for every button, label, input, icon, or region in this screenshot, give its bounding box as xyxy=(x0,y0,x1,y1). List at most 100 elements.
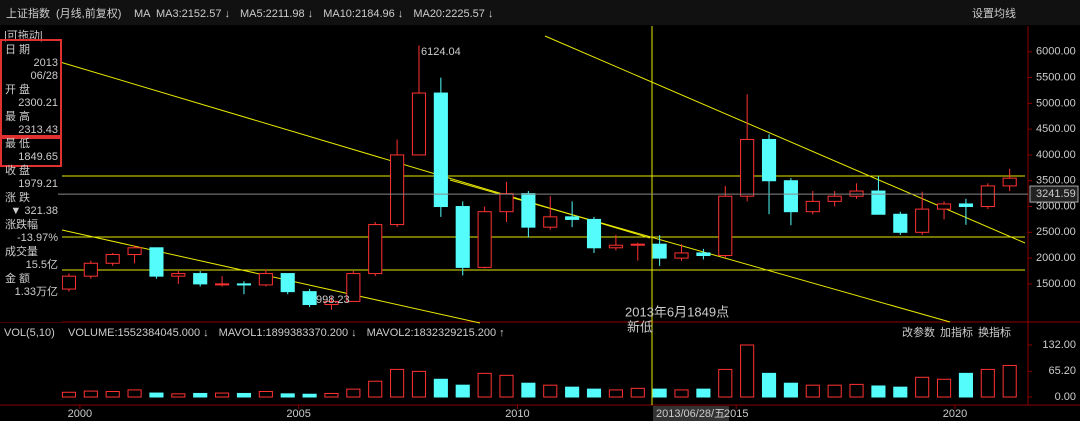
info-value: 2300.21 xyxy=(18,97,58,109)
info-value: 1979.21 xyxy=(18,178,58,190)
info-label: 成交量 xyxy=(5,244,38,258)
candle-body xyxy=(827,195,842,202)
candle-body xyxy=(936,203,952,210)
candle-body xyxy=(499,193,514,213)
info-label: 涨跌幅 xyxy=(5,217,38,231)
volume-bar xyxy=(827,384,842,398)
info-label: 最 低 xyxy=(5,137,30,150)
title: 上证指数 xyxy=(6,6,50,20)
drag-label[interactable]: |可拖动| xyxy=(4,28,43,42)
candle-body xyxy=(390,154,405,226)
current-price: 3241.59 xyxy=(1036,188,1076,200)
ma-value: MA10:2184.96 ↓ xyxy=(323,8,403,20)
candle-body xyxy=(455,206,470,268)
candle-body xyxy=(346,273,361,302)
candle-body xyxy=(871,190,886,215)
candle-body xyxy=(193,273,208,285)
volume-bar xyxy=(674,389,689,398)
x-tick-label: 2000 xyxy=(68,408,92,420)
candle-body xyxy=(543,216,558,228)
candle-body xyxy=(324,300,339,306)
info-value: 2313.43 xyxy=(18,124,58,136)
y-tick-label: 4000.00 xyxy=(1036,149,1076,161)
volume-bar xyxy=(936,378,952,398)
indicator: MA xyxy=(134,8,151,20)
volume-bar xyxy=(61,391,77,398)
volume-bar xyxy=(521,382,536,398)
volume-bar xyxy=(258,390,273,398)
volume-bar xyxy=(215,392,230,398)
info-label: 最 高 xyxy=(5,109,30,123)
volume-bar xyxy=(346,388,361,398)
period: (月线,前复权) xyxy=(56,6,121,20)
candle-body xyxy=(565,216,580,220)
ma-value: MA20:2225.57 ↓ xyxy=(413,8,493,20)
candle-body xyxy=(783,180,798,213)
indicator-button[interactable]: 换指标 xyxy=(978,325,1011,339)
info-value: 1849.65 xyxy=(18,151,58,163)
volume-bar xyxy=(236,392,252,398)
y-tick-label: 4500.00 xyxy=(1036,123,1076,135)
candle-body xyxy=(630,243,645,246)
candle-body xyxy=(171,273,186,277)
highlight-box xyxy=(0,39,62,137)
candle-body xyxy=(718,195,733,257)
volume-bar xyxy=(761,372,777,398)
candle-body xyxy=(674,252,689,259)
candle-body xyxy=(915,208,930,233)
candle-body xyxy=(105,253,120,264)
candle-body xyxy=(127,247,142,255)
ma-value: MA5:2211.98 ↓ xyxy=(240,8,313,20)
volume-bar xyxy=(783,382,798,398)
volume-bar xyxy=(565,386,580,398)
info-value: 15.5亿 xyxy=(26,258,58,271)
y-tick-label: 0.00 xyxy=(1055,391,1076,403)
highlight-box xyxy=(0,137,62,167)
volume-bar xyxy=(958,372,973,398)
x-tick-label: 2005 xyxy=(286,408,310,420)
indicator-button[interactable]: 改参数 xyxy=(902,325,935,339)
volume-bar xyxy=(915,376,930,398)
volume-bar xyxy=(980,368,995,398)
candle-body xyxy=(61,275,77,290)
y-tick-label: 65.20 xyxy=(1048,365,1076,377)
y-tick-label: 6000.00 xyxy=(1036,46,1076,58)
candle-body xyxy=(608,244,623,249)
volume-title: VOL(5,10) xyxy=(4,327,55,339)
volume-bar xyxy=(740,344,755,398)
volume-bar xyxy=(1002,364,1017,398)
volume-bar xyxy=(608,389,623,398)
candle-body xyxy=(280,273,295,293)
volume-bar xyxy=(586,388,602,398)
volume-bar xyxy=(171,393,186,398)
candle-body xyxy=(477,211,492,268)
y-tick-label: 3500.00 xyxy=(1036,175,1076,187)
y-tick-label: 132.00 xyxy=(1042,339,1076,351)
volume-bar xyxy=(477,372,492,398)
indicator-button[interactable]: 加指标 xyxy=(940,325,973,339)
volume-legend: MAVOL1:1899383370.200 ↓ xyxy=(219,327,357,339)
volume-bar xyxy=(390,368,405,398)
settings-button[interactable]: 设置均线 xyxy=(972,6,1016,20)
volume-bar xyxy=(718,368,733,398)
annotation: 6124.04 xyxy=(421,46,461,58)
annotation: 2013年6月1849点 xyxy=(625,304,729,319)
candle-body xyxy=(302,291,317,306)
volume-legend: MAVOL2:1832329215.200 ↑ xyxy=(367,327,505,339)
info-value: 2013 xyxy=(34,57,58,69)
annotation: 新低 xyxy=(627,319,653,334)
candle-body xyxy=(652,243,667,259)
volume-bar xyxy=(849,383,864,398)
toolbar xyxy=(0,0,1080,25)
ma-value: MA3:2152.57 ↓ xyxy=(156,8,230,20)
candle-body xyxy=(893,213,908,233)
y-tick-label: 2000.00 xyxy=(1036,252,1076,264)
candle-body xyxy=(83,262,98,277)
candle-body xyxy=(696,252,711,257)
candle-body xyxy=(761,138,777,182)
volume-bar xyxy=(433,378,448,398)
candle-body xyxy=(521,193,536,228)
info-value: ▼ 321.38 xyxy=(10,205,58,217)
info-label: 涨 跌 xyxy=(5,190,30,204)
candle-body xyxy=(411,92,427,156)
